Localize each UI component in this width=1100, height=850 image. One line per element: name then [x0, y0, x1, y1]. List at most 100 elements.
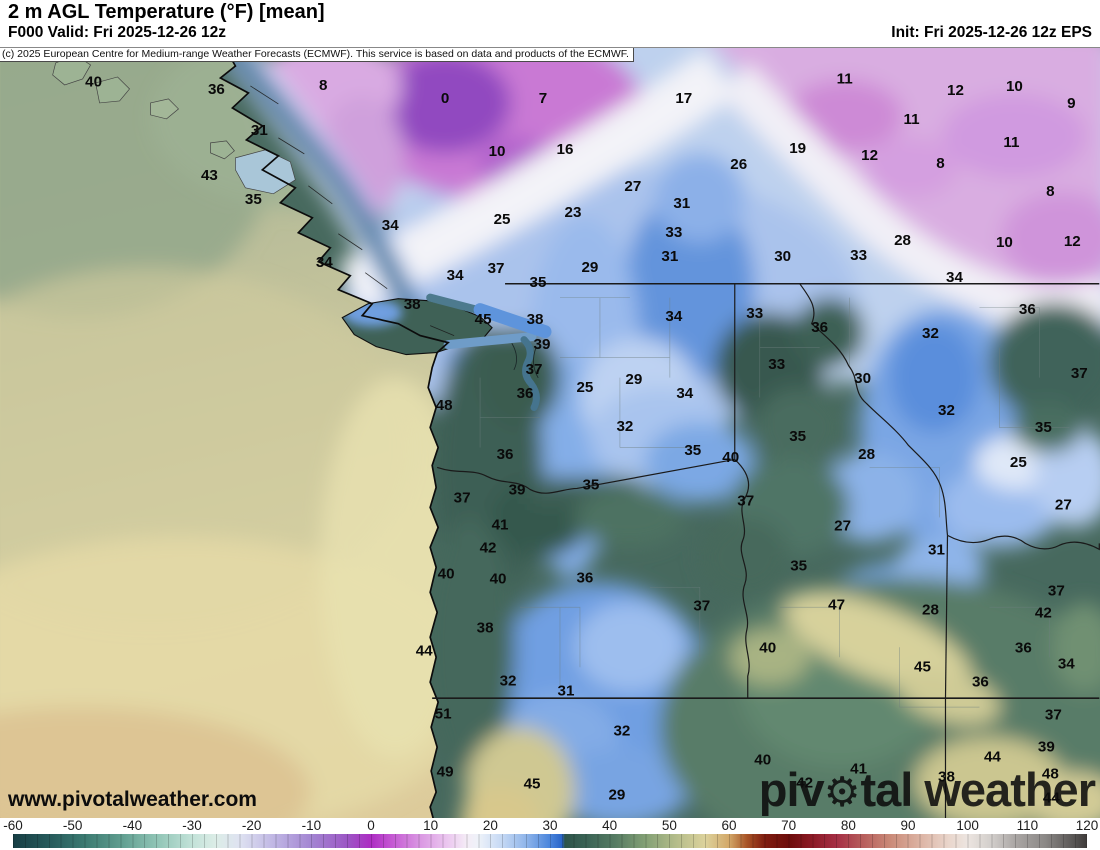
- colorbar-tick-labels: -60 -50 -40 -30 -20 -10 0 10 20 30 40 50 60 70 80 90 100…: [0, 818, 1100, 834]
- temp-label: 36: [517, 385, 534, 402]
- temp-label: 37: [1048, 583, 1065, 600]
- temp-label: 36: [972, 673, 989, 690]
- temp-label: 30: [854, 370, 871, 387]
- temp-label: 9: [1067, 95, 1075, 112]
- colorbar-tick: -30: [182, 818, 202, 833]
- colorbar-tick: 40: [602, 818, 618, 833]
- temp-label: 8: [319, 77, 327, 94]
- temp-label: 11: [837, 70, 854, 87]
- temp-label: 37: [526, 361, 543, 378]
- header: 2 m AGL Temperature (°F) [mean] F000 Val…: [0, 0, 1100, 47]
- temp-label: 49: [437, 763, 454, 780]
- temp-label: 8: [1046, 183, 1054, 200]
- temp-label: 35: [530, 274, 547, 291]
- temp-label: 43: [201, 167, 218, 184]
- temp-label: 12: [1064, 233, 1081, 250]
- temp-label: 32: [613, 722, 630, 739]
- salish-sea: [426, 293, 552, 412]
- colorbar-tick: -10: [301, 818, 322, 833]
- colorbar-tick: -60: [3, 818, 23, 833]
- temp-label: 10: [1006, 78, 1023, 95]
- colorbar-tick: 50: [661, 818, 677, 833]
- logo-text-post: tal weather: [860, 763, 1096, 816]
- temp-label: 37: [693, 598, 710, 615]
- temp-label: 44: [1043, 789, 1060, 806]
- temp-label: 26: [730, 156, 747, 173]
- colorbar-tick: -40: [122, 818, 143, 833]
- temp-label: 34: [946, 269, 963, 286]
- temp-label: 19: [789, 140, 806, 157]
- temp-label: 45: [914, 658, 931, 675]
- temp-label: 42: [1035, 605, 1052, 622]
- colorbar-tick: 100: [956, 818, 979, 833]
- temp-label: 28: [858, 446, 875, 463]
- temp-label: 34: [1058, 655, 1075, 672]
- temp-label: 36: [1019, 301, 1036, 318]
- temp-label: 28: [894, 232, 911, 249]
- temp-label: 27: [834, 518, 851, 535]
- temp-label: 34: [382, 217, 399, 234]
- temp-label: 12: [861, 147, 878, 164]
- temp-label: 36: [208, 81, 225, 98]
- colorbar-tick: 20: [482, 818, 498, 833]
- valid-time-label: F000 Valid: Fri 2025-12-26 12z: [8, 24, 226, 41]
- map-canvas: 40 36 8 31 43 35 34 0 7 17 10 16 26 27 31 33 31 34 25 23 29 3…: [0, 48, 1100, 818]
- temp-label: 40: [722, 449, 739, 466]
- temp-label: 33: [665, 224, 682, 241]
- temp-label: 8: [936, 155, 944, 172]
- temp-label: 10: [489, 143, 506, 160]
- temp-label: 38: [938, 768, 955, 785]
- temp-label: 38: [477, 620, 494, 637]
- colorbar-tick: -20: [241, 818, 262, 833]
- temp-label: 29: [625, 371, 642, 388]
- temp-label: 31: [558, 682, 575, 699]
- temp-label: 31: [661, 248, 678, 265]
- temp-label: 31: [251, 122, 268, 139]
- temp-label: 29: [608, 786, 625, 803]
- temp-label: 44: [416, 643, 433, 660]
- colorbar-tick: 110: [1016, 818, 1039, 833]
- temp-label: 31: [673, 195, 690, 212]
- temp-label: 39: [509, 482, 526, 499]
- coastline: [218, 48, 450, 818]
- temp-label: 40: [438, 566, 455, 583]
- temp-label: 35: [583, 477, 600, 494]
- temp-label: 40: [759, 640, 776, 657]
- temp-label: 36: [811, 319, 828, 336]
- temp-label: 38: [404, 296, 421, 313]
- temp-label: 35: [1035, 419, 1052, 436]
- colorbar-tick: 90: [900, 818, 916, 833]
- temperature-map: 40 36 8 31 43 35 34 0 7 17 10 16 26 27 31 33 31 34 25 23 29 3…: [0, 47, 1100, 818]
- temp-label: 41: [492, 517, 509, 534]
- temp-label: 40: [85, 73, 102, 90]
- logo-text-pre: piv: [758, 763, 825, 816]
- colorbar-tick: -50: [62, 818, 83, 833]
- temp-label: 35: [789, 428, 806, 445]
- temp-label: 23: [565, 204, 582, 221]
- temperature-labels: 40 36 8 31 43 35 34 0 7 17 10 16 26 27 31 33 31 34 25 23 29 3…: [85, 70, 1088, 806]
- temp-label: 32: [922, 325, 939, 342]
- temp-label: 42: [796, 774, 813, 791]
- temp-label: 32: [500, 672, 517, 689]
- temp-label: 17: [675, 90, 692, 107]
- pivotal-weather-logo: piv⚙tal weather: [758, 763, 1096, 816]
- colorbar-tick: 120: [1075, 818, 1099, 833]
- temp-label: 37: [1071, 365, 1088, 382]
- temp-label: 10: [996, 234, 1013, 251]
- temp-label: 0: [441, 90, 449, 107]
- temp-label: 12: [947, 82, 964, 99]
- temp-label: 11: [1003, 134, 1020, 151]
- temp-label: 34: [447, 267, 464, 284]
- colorbar-tick: 60: [721, 818, 737, 833]
- temp-label: 42: [480, 540, 497, 557]
- temp-label: 39: [534, 336, 551, 353]
- county-borders: [479, 297, 1070, 708]
- temp-label: 40: [490, 571, 507, 588]
- temp-label: 45: [524, 775, 541, 792]
- temp-label: 16: [557, 141, 574, 158]
- temp-label: 39: [1038, 738, 1055, 755]
- temp-label: 29: [582, 259, 599, 276]
- temp-label: 25: [494, 211, 511, 228]
- colorbar-tick: 80: [840, 818, 856, 833]
- temp-label: 25: [1010, 454, 1027, 471]
